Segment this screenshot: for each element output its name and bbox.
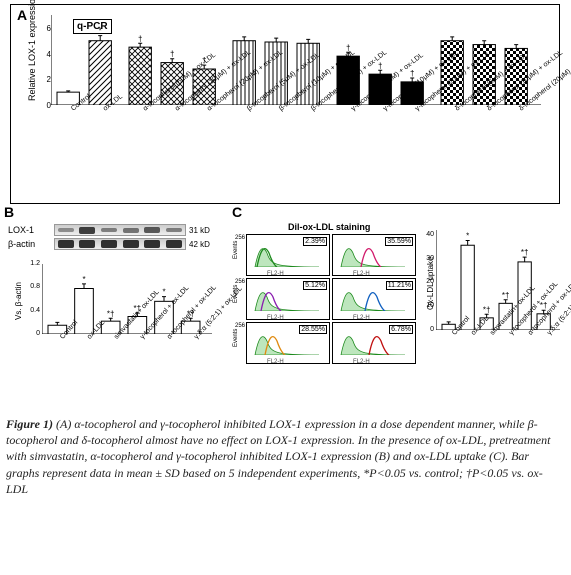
flow-percent: 28.55% bbox=[299, 325, 327, 334]
svg-text:*: * bbox=[99, 27, 102, 36]
panel-a-yaxis-label: Relative LOX-1 expression bbox=[27, 0, 37, 101]
dil-staining-label: Dil-ox-LDL staining bbox=[288, 222, 370, 232]
caption-lead: Figure 1) bbox=[6, 417, 53, 431]
panel-b-yaxis-label: Vs. β-actin bbox=[14, 282, 23, 320]
svg-text:*: * bbox=[82, 275, 85, 284]
flow-cell: 28.55%Events256FL2-H bbox=[246, 322, 330, 364]
svg-text:*†: *† bbox=[107, 309, 115, 318]
blot-lane bbox=[54, 224, 186, 236]
svg-text:†: † bbox=[138, 34, 142, 43]
blot-row-label: LOX-1 bbox=[8, 225, 50, 235]
svg-text:*†: *† bbox=[521, 248, 529, 257]
panel-b-xlabels: Controlox-LDLsimvastatin+ ox-LDLγ-tocoph… bbox=[42, 336, 212, 416]
flow-cell: 2.39%Events256FL2-H bbox=[246, 234, 330, 276]
svg-text:*: * bbox=[466, 231, 469, 240]
kd-label: 31 kD bbox=[189, 226, 210, 235]
svg-text:*: * bbox=[162, 288, 165, 297]
panel-b: B LOX-131 kDβ-actin42 kD Vs. β-actin **†… bbox=[6, 210, 226, 410]
panel-c-label: C bbox=[232, 204, 242, 220]
svg-text:*†: *† bbox=[483, 305, 491, 314]
western-blot: LOX-131 kDβ-actin42 kD bbox=[54, 224, 214, 252]
svg-text:†: † bbox=[378, 61, 382, 70]
flow-percent: 11.21% bbox=[386, 281, 413, 290]
flow-cell: 5.12%Events256FL2-H bbox=[246, 278, 330, 320]
blot-lane bbox=[54, 238, 186, 250]
flow-percent: 2.39% bbox=[303, 237, 327, 246]
flow-cell: 6.78%FL2-H bbox=[332, 322, 416, 364]
flow-cell: 11.21%FL2-H bbox=[332, 278, 416, 320]
flow-percent: 6.78% bbox=[389, 325, 413, 334]
panel-c: C Dil-ox-LDL staining 2.39%Events256FL2-… bbox=[232, 210, 566, 410]
panel-c-xlabels: Controlox-LDLsimvastatin+ ox-LDLγ-tocoph… bbox=[436, 332, 560, 422]
flow-cell: 35.59%FL2-H bbox=[332, 234, 416, 276]
flow-cytometry-grid: 2.39%Events256FL2-H35.59%FL2-H5.12%Event… bbox=[246, 234, 416, 364]
figure-caption: Figure 1) (A) α-tocopherol and γ-tocophe… bbox=[6, 416, 564, 497]
panel-a-label: A bbox=[17, 7, 27, 23]
svg-text:*†: *† bbox=[502, 291, 510, 300]
panel-a: A q-PCR Relative LOX-1 expression *†††††… bbox=[10, 4, 560, 204]
caption-body: (A) α-tocopherol and γ-tocopherol inhibi… bbox=[6, 417, 550, 496]
panel-b-label: B bbox=[4, 204, 14, 220]
svg-text:†: † bbox=[410, 69, 414, 78]
panel-a-xlabels: Controlox-LDLα-tocopherol (5μM) + ox-LDL… bbox=[51, 107, 541, 197]
blot-row-label: β-actin bbox=[8, 239, 50, 249]
flow-percent: 5.12% bbox=[303, 281, 327, 290]
flow-percent: 35.59% bbox=[385, 237, 413, 246]
kd-label: 42 kD bbox=[189, 240, 210, 249]
svg-text:†: † bbox=[170, 50, 174, 59]
